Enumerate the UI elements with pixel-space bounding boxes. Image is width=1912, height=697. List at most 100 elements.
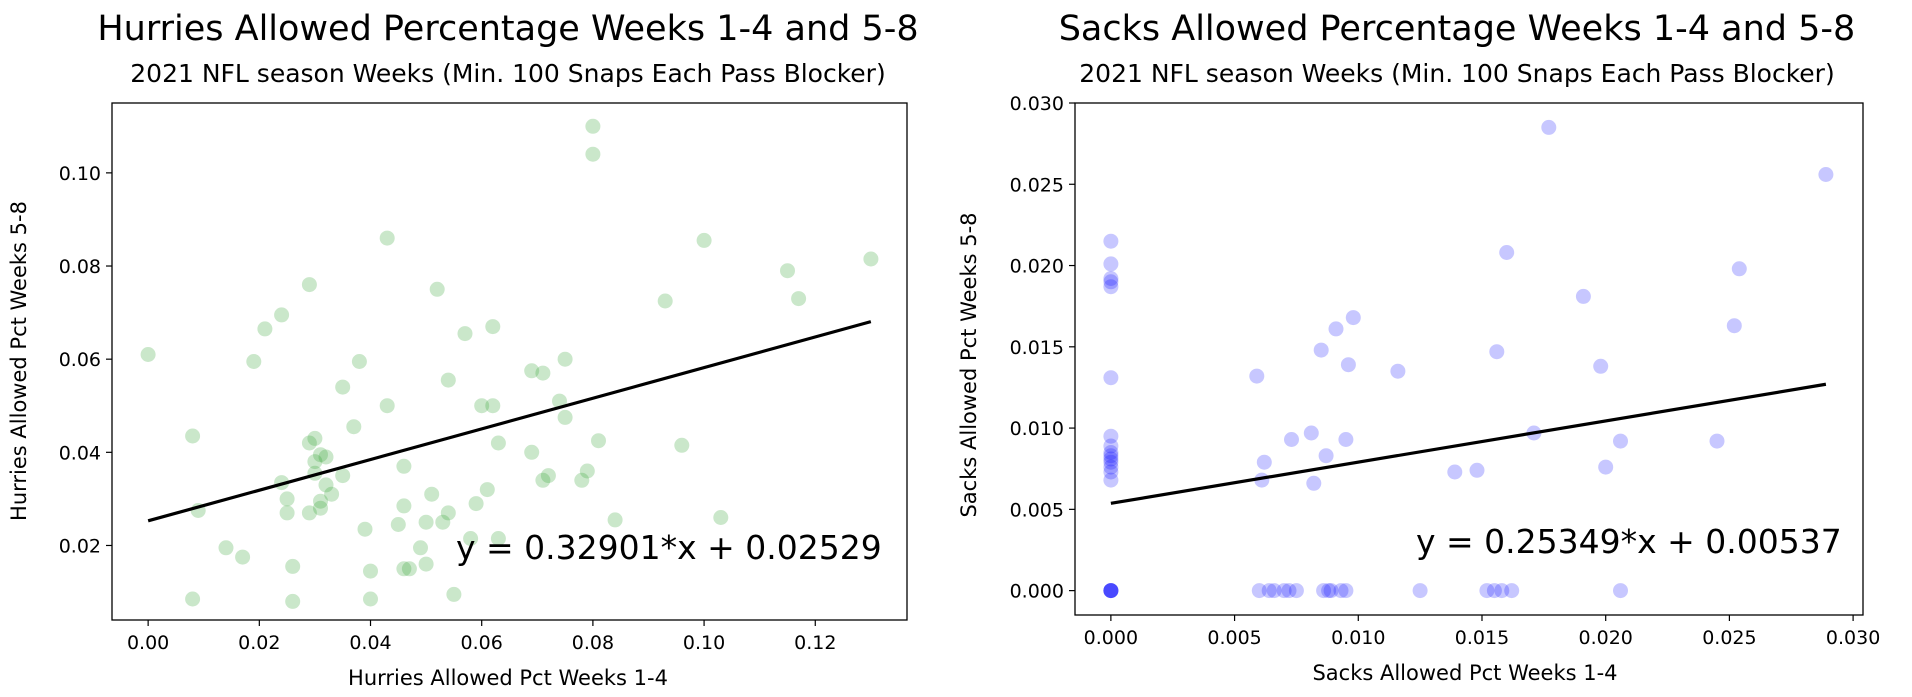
scatter-point	[318, 477, 334, 493]
scatter-point	[1598, 459, 1614, 475]
scatter-point	[1281, 583, 1297, 599]
scatter-point	[1103, 448, 1119, 464]
y-tick-label: 0.10	[59, 163, 101, 185]
scatter-point	[1256, 454, 1272, 470]
plot-frame	[111, 102, 908, 621]
scatter-point	[1249, 368, 1265, 384]
scatter-point	[657, 293, 673, 309]
scatter-point	[1103, 583, 1119, 599]
x-tick-label: 0.00	[127, 632, 169, 654]
scatter-point	[485, 319, 501, 335]
y-axis-label: Sacks Allowed Pct Weeks 5-8	[957, 212, 981, 517]
fit-equation: y = 0.32901*x + 0.02529	[456, 528, 882, 567]
scatter-point	[557, 351, 573, 367]
scatter-point	[1486, 583, 1502, 599]
scatter-point	[1328, 321, 1344, 337]
x-axis-label: Sacks Allowed Pct Weeks 1-4	[1312, 661, 1617, 685]
regression-line	[147, 320, 872, 523]
x-tick-label: 0.015	[1455, 627, 1509, 649]
scatter-point	[713, 510, 729, 525]
chart-subtitle: 2021 NFL season Weeks (Min. 100 Snaps Ea…	[1079, 59, 1834, 88]
scatter-point	[535, 472, 551, 488]
regression-line-group	[147, 320, 872, 523]
y-tick-label: 0.015	[1010, 337, 1064, 359]
scatter-point	[1479, 583, 1495, 599]
scatter-point	[401, 561, 417, 577]
x-tick-label: 0.000	[1084, 627, 1138, 649]
chart-title: Sacks Allowed Percentage Weeks 1-4 and 5…	[1059, 9, 1856, 49]
scatter-point	[468, 496, 484, 512]
scatter-point	[674, 437, 690, 453]
scatter-point	[474, 398, 490, 414]
scatter-point	[301, 435, 317, 451]
scatter-point	[1345, 310, 1361, 326]
scatter-point	[324, 486, 340, 502]
x-ticks: 0.000 0.005 0.010 0.015 0.020 0.025 0.030	[1084, 615, 1880, 649]
scatter-point	[1103, 445, 1119, 460]
scatter-point	[313, 493, 328, 509]
scatter-point	[440, 505, 456, 521]
scatter-point	[607, 512, 623, 528]
scatter-point	[440, 372, 456, 388]
y-tick-label: 0.020	[1010, 256, 1064, 278]
scatter-point	[396, 458, 412, 474]
chart-hurries: Hurries Allowed Percentage Weeks 1-4 and…	[7, 9, 919, 690]
scatter-point	[1103, 256, 1119, 272]
scatter-point	[1103, 370, 1119, 386]
scatter-point	[335, 379, 351, 395]
scatter-point	[574, 472, 590, 488]
scatter-point	[301, 505, 317, 521]
plot-frame	[1074, 102, 1864, 616]
scatter-point	[1103, 464, 1119, 480]
scatter-point	[1575, 288, 1591, 304]
scatter-point	[1103, 233, 1119, 249]
scatter-point	[1103, 583, 1119, 599]
scatter-point	[396, 498, 412, 514]
chart-subtitle: 2021 NFL season Weeks (Min. 100 Snaps Ea…	[130, 59, 885, 88]
x-axis-label: Hurries Allowed Pct Weeks 1-4	[348, 666, 668, 690]
regression-line-group	[1110, 382, 1827, 505]
scatter-point	[396, 561, 412, 577]
scatter-point	[1333, 583, 1349, 599]
scatter-point	[279, 491, 295, 507]
scatter-point	[218, 540, 234, 556]
y-tick-label: 0.005	[1010, 499, 1064, 521]
scatter-point	[418, 556, 434, 572]
scatter-point	[285, 593, 301, 609]
scatter-point	[418, 514, 434, 530]
fit-equation: y = 0.25349*x + 0.00537	[1416, 522, 1842, 561]
scatter-point	[1303, 425, 1319, 441]
y-axis-label: Hurries Allowed Pct Weeks 5-8	[7, 201, 31, 521]
scatter-point	[1103, 271, 1119, 286]
scatter-point	[185, 591, 201, 607]
scatter-point	[1284, 432, 1299, 447]
scatter-points	[1103, 119, 1834, 599]
scatter-point	[1276, 583, 1292, 599]
scatter-point	[1316, 583, 1332, 599]
x-tick-label: 0.10	[683, 632, 725, 654]
scatter-point	[863, 251, 879, 267]
scatter-point	[313, 500, 328, 516]
scatter-point	[357, 521, 373, 537]
scatter-point	[279, 505, 295, 521]
y-tick-label: 0.06	[59, 349, 101, 371]
scatter-point	[307, 454, 323, 470]
scatter-point	[479, 482, 495, 498]
scatter-point	[1731, 261, 1747, 277]
y-ticks: 0.000 0.005 0.010 0.015 0.020 0.025 0.030	[1010, 93, 1075, 603]
scatter-point	[1489, 344, 1505, 360]
scatter-point	[457, 326, 473, 342]
scatter-point	[1726, 318, 1742, 334]
y-tick-label: 0.04	[59, 442, 101, 464]
scatter-point	[524, 444, 540, 460]
scatter-point	[1338, 583, 1354, 599]
y-tick-label: 0.030	[1010, 93, 1064, 115]
scatter-point	[1613, 583, 1628, 599]
scatter-point	[696, 232, 712, 248]
scatter-point	[435, 514, 451, 530]
scatter-point	[1103, 583, 1119, 599]
x-ticks: 0.00 0.02 0.04 0.06 0.08 0.10 0.12	[127, 620, 836, 654]
x-tick-label: 0.08	[572, 632, 614, 654]
y-tick-label: 0.025	[1010, 174, 1064, 196]
scatter-point	[424, 486, 440, 502]
